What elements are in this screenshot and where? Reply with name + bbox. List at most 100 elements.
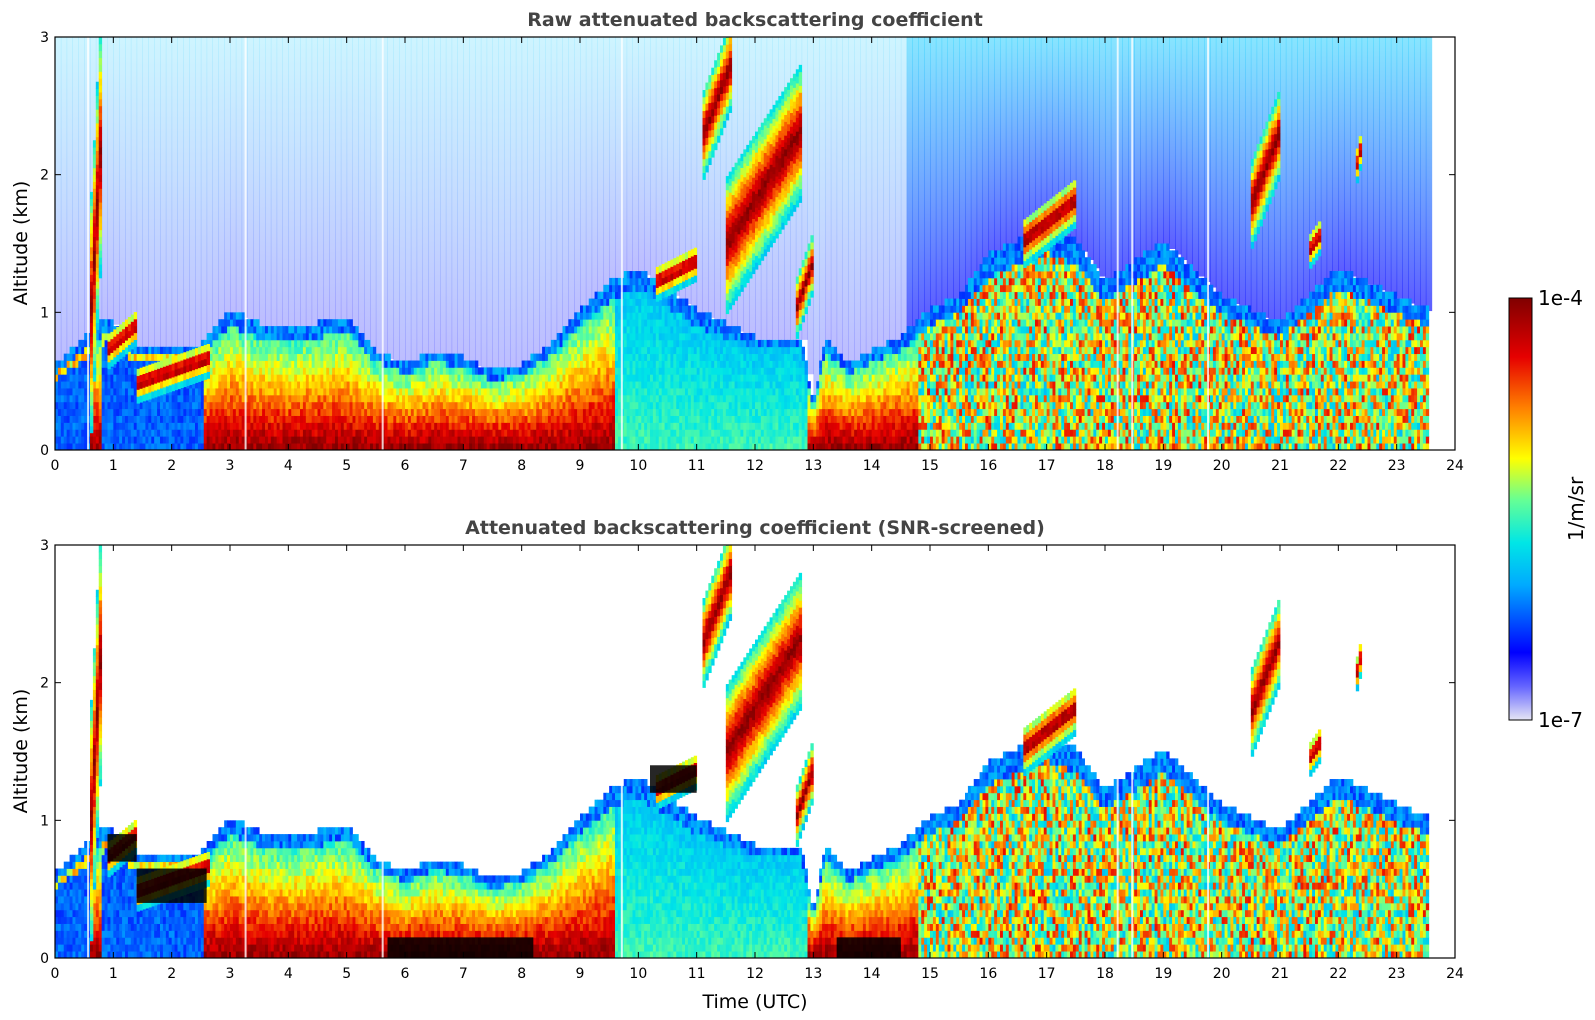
heatmap-cell [133,443,138,450]
noise-column [877,37,884,351]
heatmap-cell [302,360,307,368]
heatmap-cell [822,408,826,416]
heatmap-cell [778,388,782,396]
heatmap-cell [690,353,695,361]
heatmap-cell [647,339,651,348]
heatmap-cell [197,388,202,396]
heatmap-cell [66,422,70,430]
heatmap-cell [559,443,563,450]
heatmap-cell [101,429,105,437]
heatmap-cell [763,374,768,382]
heatmap-cell [612,332,616,341]
heatmap-cell [119,429,123,437]
heatmap-cell [597,429,601,437]
heatmap-cell [311,326,315,334]
heatmap-cell [699,360,703,368]
heatmap-cell [367,367,371,375]
heatmap-cell [650,443,654,450]
heatmap-cell [297,346,301,355]
heatmap-cell [553,422,558,430]
heatmap-cell [790,394,794,403]
heatmap-cell [784,443,788,450]
heatmap-cell [437,401,441,410]
heatmap-cell [769,374,773,382]
noise-column [154,37,161,347]
heatmap-cell [232,388,237,396]
noise-column [1408,37,1415,304]
heatmap-cell [133,436,138,444]
heatmap-cell [393,381,397,389]
heatmap-cell [626,353,630,361]
heatmap-cell [629,415,633,423]
heatmap-cell [851,408,855,416]
heatmap-cell [550,353,555,361]
heatmap-cell [655,374,660,382]
heatmap-cell [276,332,280,341]
heatmap-cell [256,374,260,382]
heatmap-cell [326,346,330,355]
heatmap-cell [865,415,870,423]
heatmap-cell [352,443,356,450]
heatmap-cell [588,360,593,368]
heatmap-cell [396,415,400,423]
heatmap-cell [571,388,575,396]
heatmap-cell [737,408,741,416]
heatmap-cell [600,429,604,437]
heatmap-cell [725,353,730,361]
heatmap-cell [437,381,441,389]
heatmap-cell [396,408,400,416]
heatmap-cell [209,443,213,450]
heatmap-cell [571,422,575,430]
heatmap-cell [305,353,310,361]
heatmap-cell [577,381,581,389]
heatmap-cell [839,429,843,437]
heatmap-cell [836,408,840,416]
heatmap-cell [597,443,601,450]
heatmap-cell [57,401,62,410]
heatmap-cell [792,360,797,368]
heatmap-cell [521,360,525,368]
heatmap-cell [775,374,779,382]
heatmap-cell [460,408,464,416]
heatmap-cell [582,408,587,416]
heatmap-cell [168,429,173,437]
noise-column [685,37,692,305]
heatmap-cell [807,401,811,410]
noise-column [136,37,143,347]
heatmap-cell [337,394,342,403]
heatmap-cell [171,346,175,355]
heatmap-cell [247,339,251,348]
heatmap-cell [568,339,572,348]
heatmap-cell [626,443,630,450]
heatmap-cell [819,388,823,396]
heatmap-cell [533,367,537,375]
heatmap-cell [419,381,423,389]
heatmap-cell [60,401,65,410]
heatmap-cell [510,415,514,423]
heatmap-cell [664,436,668,444]
heatmap-cell [329,374,333,382]
heatmap-cell [644,415,648,423]
heatmap-cell [495,408,499,416]
heatmap-cell [230,388,234,396]
heatmap-cell [638,326,642,334]
heatmap-cell [717,408,721,416]
heatmap-cell [577,436,581,444]
heatmap-cell [221,360,225,368]
heatmap-cell [72,346,76,355]
heatmap-cell [57,415,62,423]
heatmap-cell [702,360,706,368]
heatmap-cell [790,408,794,416]
heatmap-cell [612,401,616,410]
heatmap-cell [568,360,572,368]
heatmap-cell [795,401,800,410]
heatmap-cell [259,388,263,396]
heatmap-cell [413,429,418,437]
heatmap-cell [798,339,803,348]
heatmap-cell [699,367,703,375]
heatmap-cell [638,360,642,368]
heatmap-cell [399,429,403,437]
heatmap-cell [469,429,473,437]
heatmap-cell [717,422,721,430]
